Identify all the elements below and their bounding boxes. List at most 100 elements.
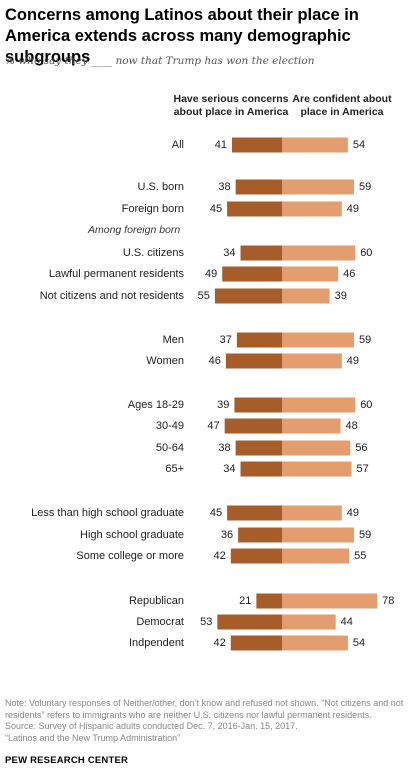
diverging-bar-chart: All 41 54 U.S. born 38 59 Foreign born 45 49 Amon…	[31, 137, 394, 651]
bar-concerns	[231, 137, 282, 153]
value-label-confident: 78	[382, 595, 394, 607]
bar-concerns	[217, 614, 282, 630]
bar-concerns	[240, 245, 282, 261]
footer-source: Source: Survey of Hispanic adults conduc…	[5, 721, 298, 731]
legend-confident: Are confident about place in America	[292, 93, 392, 118]
row-label: U.S. citizens	[123, 247, 185, 259]
value-label-confident: 55	[354, 550, 366, 562]
value-label-confident: 59	[359, 529, 371, 541]
row-label: Men	[163, 334, 184, 346]
bar-confident	[282, 440, 351, 456]
value-label-concerns: 36	[221, 529, 233, 541]
row-label: 65+	[165, 463, 184, 475]
subgroup-heading: Among foreign born	[87, 224, 180, 236]
row-label: Republican	[129, 595, 184, 607]
bar-concerns	[235, 179, 282, 195]
bar-concerns	[256, 593, 282, 609]
footer: Note: Voluntary responses of Neither/oth…	[5, 698, 417, 744]
bar-concerns	[214, 288, 282, 304]
value-label-concerns: 42	[214, 637, 226, 649]
bar-concerns	[230, 548, 282, 564]
value-label-confident: 57	[357, 463, 369, 475]
value-label-concerns: 55	[198, 290, 210, 302]
value-label-concerns: 49	[205, 268, 217, 280]
value-label-concerns: 39	[217, 399, 229, 411]
row-label: Ages 18-29	[128, 399, 184, 411]
bar-concerns	[224, 418, 282, 434]
bar-confident	[282, 614, 336, 630]
row-label: Women	[146, 355, 184, 367]
bar-concerns	[235, 440, 282, 456]
value-label-concerns: 34	[223, 247, 235, 259]
row-label: High school graduate	[80, 529, 184, 541]
bar-confident	[282, 332, 354, 348]
row-label: Not citizens and not residents	[40, 290, 185, 302]
value-label-concerns: 41	[215, 139, 227, 151]
value-label-confident: 48	[346, 420, 358, 432]
value-label-concerns: 45	[210, 507, 222, 519]
value-label-confident: 49	[347, 355, 359, 367]
row-label: Less than high school graduate	[31, 507, 184, 519]
value-label-concerns: 21	[239, 595, 251, 607]
row-label: Foreign born	[122, 203, 184, 215]
bar-confident	[282, 505, 342, 521]
bar-concerns	[234, 397, 282, 413]
row-label: Indpendent	[129, 637, 184, 649]
row-label: Democrat	[136, 616, 184, 628]
value-label-confident: 59	[359, 181, 371, 193]
pew-research-center-logo: PEW RESEARCH CENTER	[5, 755, 129, 766]
bar-concerns	[240, 461, 282, 477]
bar-confident	[282, 201, 342, 217]
bar-confident	[282, 548, 350, 564]
row-label: 50-64	[156, 442, 184, 454]
value-label-confident: 54	[353, 139, 365, 151]
bar-confident	[282, 461, 352, 477]
bar-concerns	[227, 201, 282, 217]
value-label-confident: 54	[353, 637, 365, 649]
row-label: 30-49	[156, 420, 184, 432]
value-label-concerns: 37	[220, 334, 232, 346]
legend-concerns: Have serious concerns about place in Ame…	[173, 93, 289, 118]
bar-confident	[282, 179, 354, 195]
value-label-concerns: 38	[218, 181, 230, 193]
value-label-confident: 49	[347, 203, 359, 215]
bar-concerns	[227, 505, 282, 521]
bar-confident	[282, 288, 330, 304]
bar-concerns	[238, 527, 282, 543]
row-label: Some college or more	[76, 550, 184, 562]
bar-confident	[282, 635, 348, 651]
value-label-confident: 46	[343, 268, 355, 280]
value-label-confident: 39	[335, 290, 347, 302]
footer-report: “Latinos and the New Trump Administratio…	[5, 732, 181, 743]
value-label-concerns: 38	[218, 442, 230, 454]
bar-confident	[282, 353, 342, 369]
bar-concerns	[222, 266, 282, 282]
value-label-confident: 49	[347, 507, 359, 519]
chart-title: Concerns among Latinos about their place…	[5, 6, 359, 66]
value-label-concerns: 42	[214, 550, 226, 562]
value-label-concerns: 53	[200, 616, 212, 628]
value-label-concerns: 47	[207, 420, 219, 432]
bar-confident	[282, 418, 341, 434]
row-label: Lawful permanent residents	[49, 268, 185, 280]
bar-confident	[282, 593, 378, 609]
value-label-concerns: 46	[209, 355, 221, 367]
value-label-confident: 60	[360, 399, 372, 411]
bar-confident	[282, 266, 339, 282]
value-label-confident: 56	[355, 442, 367, 454]
bar-concerns	[225, 353, 282, 369]
bar-concerns	[230, 635, 282, 651]
bar-confident	[282, 137, 348, 153]
bar-confident	[282, 397, 356, 413]
row-label: All	[172, 139, 184, 151]
value-label-confident: 59	[359, 334, 371, 346]
bar-confident	[282, 245, 356, 261]
value-label-confident: 44	[341, 616, 353, 628]
value-label-concerns: 34	[223, 463, 235, 475]
bar-concerns	[236, 332, 282, 348]
value-label-confident: 60	[360, 247, 372, 259]
row-label: U.S. born	[138, 181, 184, 193]
footer-note: Note: Voluntary responses of Neither/oth…	[5, 698, 404, 720]
value-label-concerns: 45	[210, 203, 222, 215]
bar-confident	[282, 527, 354, 543]
